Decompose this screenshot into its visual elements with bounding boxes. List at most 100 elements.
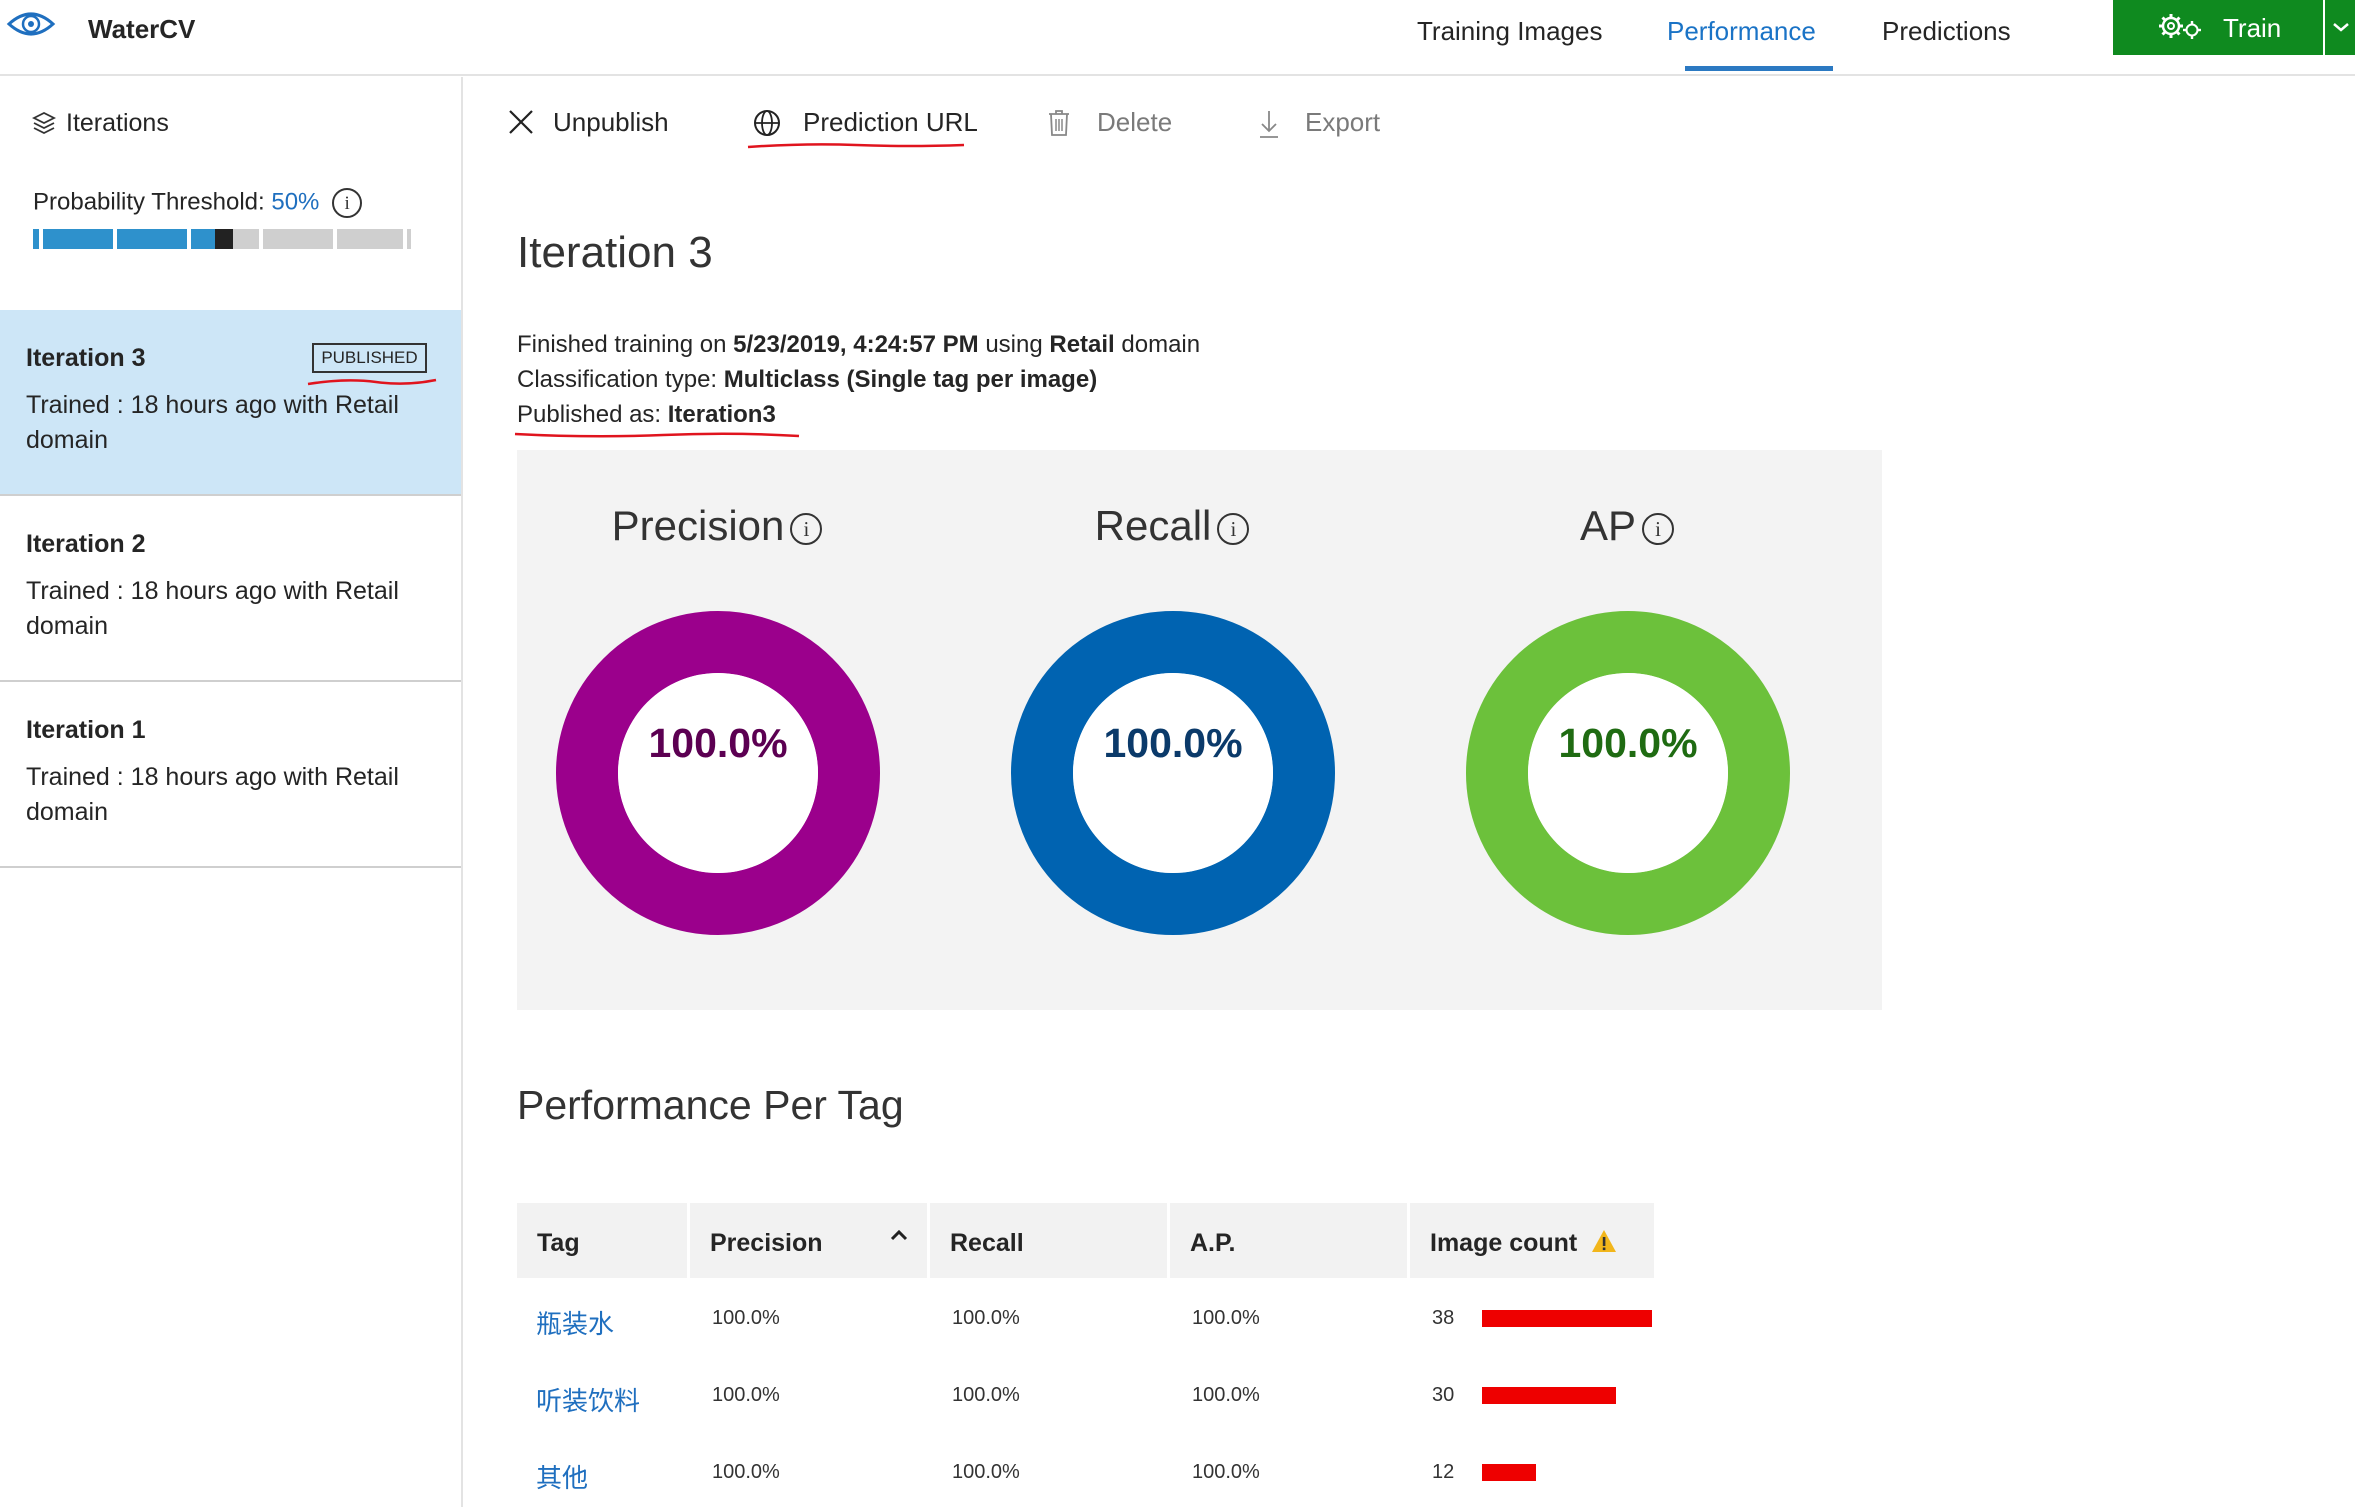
tag-link[interactable]: 瓶装水: [536, 1309, 615, 1339]
tag-link[interactable]: 听装饮料: [536, 1386, 641, 1416]
slider-track-segment: [117, 229, 187, 249]
red-underline-annotation: [307, 378, 437, 386]
column-header-label: Tag: [537, 1229, 580, 1257]
gears-icon: [2159, 14, 2201, 39]
iteration-item-3[interactable]: Iteration 3 PUBLISHED Trained : 18 hours…: [0, 310, 461, 496]
tag-link[interactable]: 其他: [536, 1463, 589, 1493]
tab-training-images[interactable]: Training Images: [1417, 16, 1603, 46]
iteration-name: Iteration 1: [26, 716, 146, 744]
column-header-image-count[interactable]: Image count: [1410, 1203, 1654, 1278]
image-count-bar: [1482, 1387, 1616, 1404]
ap-value: 100.0%: [1558, 720, 1698, 766]
ap-donut: [1466, 611, 1790, 935]
precision-cell: 100.0%: [712, 1384, 780, 1406]
precision-title: Precision i: [517, 502, 917, 550]
train-dropdown-button[interactable]: [2323, 0, 2355, 55]
eye-logo-icon[interactable]: [6, 8, 56, 44]
slider-track-segment: [191, 229, 215, 249]
recall-cell: 100.0%: [952, 1307, 1020, 1329]
ap-gauge: AP i 100.0%: [1427, 450, 1827, 1010]
image-count-bar: [1482, 1310, 1652, 1327]
training-domain: Retail: [1049, 331, 1115, 358]
column-header-precision[interactable]: Precision: [690, 1203, 927, 1278]
info-icon[interactable]: i: [1642, 512, 1675, 545]
metrics-panel: Precision i 100.0% Recall i 100.0% AP i 100…: [517, 450, 1882, 1010]
precision-donut: [556, 611, 880, 935]
iteration-description: Trained : 18 hours ago with Retail domai…: [26, 763, 399, 826]
slider-track-segment: [33, 229, 39, 249]
precision-label: Precision: [611, 502, 785, 549]
app-name: WaterCV: [88, 14, 196, 44]
precision-cell: 100.0%: [712, 1461, 780, 1483]
published-as-line: Published as: Iteration3: [517, 401, 776, 429]
iteration-title: Iteration 3: [517, 228, 713, 277]
layers-icon: [32, 111, 56, 135]
chevron-down-icon: [2333, 23, 2349, 32]
column-header-label: A.P.: [1190, 1229, 1236, 1257]
ap-title: AP i: [1427, 502, 1827, 550]
recall-donut: [1011, 611, 1335, 935]
unpublish-label: Unpublish: [553, 107, 669, 137]
iteration-description: Trained : 18 hours ago with Retail domai…: [26, 391, 399, 454]
threshold-value: 50%: [271, 188, 320, 216]
command-bar: Unpublish Prediction URL Delete Export: [463, 77, 2355, 167]
meta-text: Published as:: [517, 401, 662, 428]
recall-value: 100.0%: [1103, 720, 1243, 766]
recall-cell: 100.0%: [952, 1384, 1020, 1406]
globe-icon: [754, 110, 780, 136]
slider-track-segment: [337, 229, 403, 249]
iteration-description: Trained : 18 hours ago with Retail domai…: [26, 577, 399, 640]
iteration-name: Iteration 2: [26, 530, 146, 558]
iterations-heading-label: Iterations: [66, 109, 169, 137]
info-icon[interactable]: i: [1217, 512, 1250, 545]
meta-text: domain: [1121, 331, 1201, 358]
classification-type: Multiclass (Single tag per image): [723, 366, 1098, 393]
image-count-cell: 38: [1432, 1307, 1455, 1329]
published-name: Iteration3: [667, 401, 776, 428]
recall-gauge: Recall i 100.0%: [972, 450, 1372, 1010]
ap-cell: 100.0%: [1192, 1384, 1260, 1406]
recall-cell: 100.0%: [952, 1461, 1020, 1483]
column-header-ap[interactable]: A.P.: [1170, 1203, 1407, 1278]
warning-icon[interactable]: [1590, 1228, 1618, 1254]
train-button[interactable]: Train: [2113, 0, 2323, 55]
published-badge: PUBLISHED: [312, 343, 427, 373]
ap-arc: [1466, 611, 1790, 935]
iteration-name: Iteration 3: [26, 344, 146, 372]
info-icon[interactable]: i: [332, 188, 363, 218]
column-header-label: Recall: [950, 1229, 1024, 1257]
iteration-item-2[interactable]: Iteration 2 Trained : 18 hours ago with …: [0, 496, 461, 682]
ap-cell: 100.0%: [1192, 1461, 1260, 1483]
sort-ascending-icon[interactable]: [890, 1229, 908, 1241]
threshold-slider[interactable]: [33, 229, 411, 249]
top-bar: WaterCV Training Images Performance Pred…: [0, 0, 2355, 76]
performance-per-tag-title: Performance Per Tag: [517, 1082, 904, 1128]
info-icon[interactable]: i: [790, 512, 823, 545]
precision-arc: [556, 611, 880, 935]
recall-label: Recall: [1094, 502, 1212, 549]
column-header-tag[interactable]: Tag: [517, 1203, 687, 1278]
ap-label: AP: [1579, 502, 1637, 549]
image-count-cell: 12: [1432, 1461, 1455, 1483]
slider-track-segment: [263, 229, 333, 249]
tab-performance[interactable]: Performance: [1667, 16, 1816, 46]
classification-type-line: Classification type: Multiclass (Single …: [517, 366, 1097, 394]
slider-track-segment: [407, 229, 411, 249]
iterations-sidebar: Iterations Probability Threshold: 50% i …: [0, 77, 463, 1507]
prediction-url-label: Prediction URL: [803, 107, 978, 137]
recall-title: Recall i: [972, 502, 1372, 550]
column-header-recall[interactable]: Recall: [930, 1203, 1167, 1278]
slider-track-segment: [233, 229, 259, 249]
train-button-label: Train: [2223, 13, 2282, 43]
iteration-item-1[interactable]: Iteration 1 Trained : 18 hours ago with …: [0, 682, 461, 868]
tab-predictions[interactable]: Predictions: [1882, 16, 2011, 46]
table-row: 听装饮料 100.0% 100.0% 100.0% 30: [517, 1357, 1654, 1434]
probability-threshold: Probability Threshold: 50% i: [33, 188, 363, 218]
export-label: Export: [1305, 107, 1381, 137]
slider-thumb[interactable]: [215, 229, 233, 249]
download-icon: [1260, 111, 1278, 138]
delete-label: Delete: [1097, 107, 1173, 137]
meta-text: Finished training on: [517, 331, 727, 358]
close-icon: [509, 110, 533, 134]
recall-arc: [1011, 611, 1335, 935]
